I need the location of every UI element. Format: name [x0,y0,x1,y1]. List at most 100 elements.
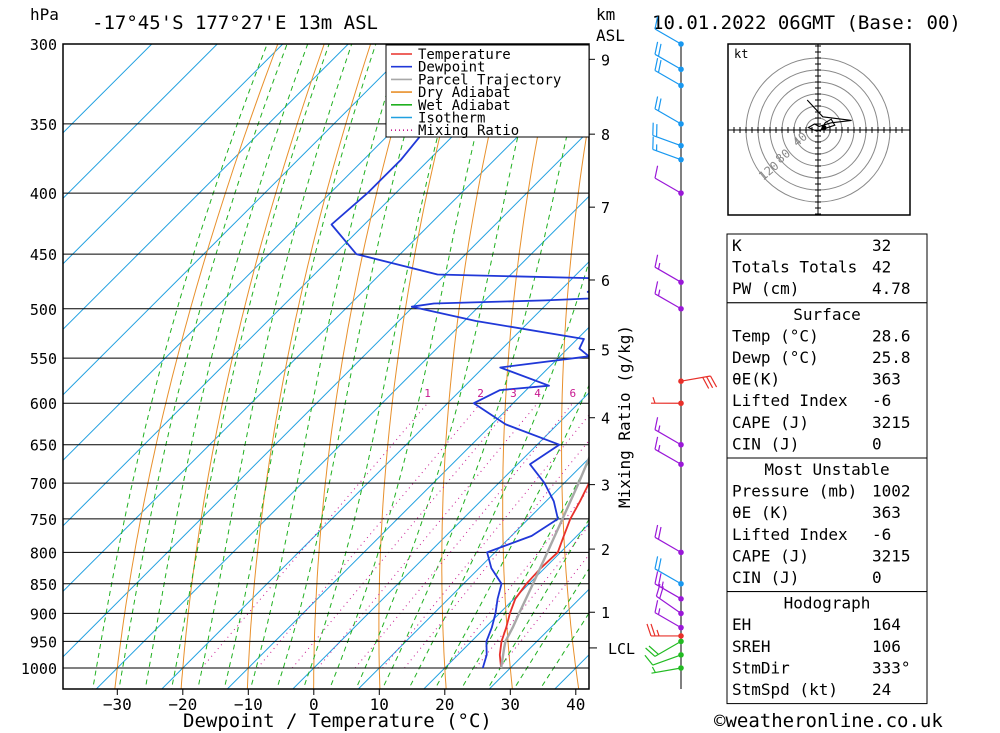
wind-barb [654,41,682,70]
legend-entry: Mixing Ratio [418,123,519,139]
wet-adiabat-line [355,44,540,689]
dry-adiabat-line [313,44,418,689]
isotherm-line [63,44,546,527]
pressure-tick-label: 500 [30,301,57,319]
hodograph-trace [806,99,852,133]
index-label: CAPE (J) [732,413,809,432]
wet-adiabat-line [118,44,288,689]
pressure-tick-label: 550 [30,350,57,368]
wet-adiabat-line [328,44,499,689]
km-tick-label: 8 [601,126,610,144]
plot-frame [62,43,590,690]
hodograph-indices-title: Hodograph [784,594,871,613]
mixing-ratio-line [382,414,589,669]
index-value: 32 [872,236,891,255]
mixing-ratio-label: 4 [534,387,541,400]
index-label: PW (cm) [732,279,799,298]
km-tick-label: 3 [601,477,610,495]
km-tick-label: 2 [601,541,610,559]
mixing-ratio-label: 2 [477,387,484,400]
isotherm-lines [63,44,589,689]
wind-barb [654,96,682,125]
pressure-tick-label: 750 [30,511,57,529]
wind-barb [654,524,682,553]
temperature-tick-label: 20 [435,695,454,714]
index-value: 0 [872,434,882,453]
wind-barb [650,397,682,404]
dry-adiabat-line [560,117,589,689]
km-label: km [596,5,615,24]
isotherm-line [63,130,589,658]
dry-adiabat-line [114,44,279,689]
wet-adiabat-line [408,259,589,689]
dry-adiabat-line [674,26,712,693]
index-label: Pressure (mb) [732,482,857,501]
wind-barb [654,556,682,585]
index-label: Totals Totals [732,258,857,277]
km-tick-label: 6 [601,272,610,290]
index-value: 1002 [872,482,911,501]
index-label: CIN (J) [732,434,799,453]
isotherm-line [63,64,589,593]
wind-barb [651,666,682,674]
wind-barb [654,165,682,194]
pressure-tick-label: 700 [30,475,57,493]
isotherm-line [63,44,153,134]
wind-barbs [644,16,718,674]
temperature-tick-label: −20 [168,695,197,714]
km-tick-label: 7 [601,199,610,217]
wind-barb [654,254,682,283]
sounding-series [330,44,589,669]
isotherm-line [63,44,284,265]
wet-adiabat-line [197,44,353,689]
km-tick-label: 1 [601,604,610,622]
general-indices-box [726,233,928,304]
index-label: K [732,236,742,255]
pressure-tick-label: 300 [30,36,57,54]
temperature-tick-label: 40 [566,695,585,714]
index-label: Lifted Index [732,525,848,544]
index-label: θE(K) [732,370,780,389]
index-label: Dewp (°C) [732,348,819,367]
hodograph-indices-box [726,591,928,705]
asl-label: ASL [596,26,625,45]
index-value: 363 [872,503,901,522]
wind-barb [654,16,682,45]
isotherm-line [161,261,589,689]
dry-adiabat-lines [114,26,712,693]
wind-barb [654,571,682,600]
wind-barb [644,654,682,666]
index-label: θE (K) [732,503,790,522]
pressure-tick-label: 600 [30,395,57,413]
wind-barb-dot [678,461,684,468]
wet-adiabat-line [434,384,589,689]
copyright: ©weatheronline.co.uk [714,710,943,732]
temperature-tick-label: 0 [309,695,319,714]
mixing-ratio-lines [201,402,589,669]
datetime-title: 10.01.2022 06GMT (Base: 00) [652,12,961,34]
index-label: CAPE (J) [732,546,809,565]
series-parcel-trajectory [499,455,589,669]
isotherm-line [63,44,219,200]
wet-adiabat-lines [92,44,589,689]
mixing-ratio-line [291,402,514,669]
wind-barb [652,136,682,161]
mixing-ratio-line [201,402,428,669]
wind-barb [654,57,682,87]
series-temperature [498,481,589,669]
index-value: 106 [872,637,901,656]
legend-entry: Wet Adiabat [418,98,511,114]
isotherm-line [95,195,589,689]
wind-barb [646,623,682,637]
pressure-tick-label: 350 [30,116,57,134]
mixing-ratio-label: 3 [510,387,517,400]
index-label: CIN (J) [732,568,799,587]
index-value: 0 [872,568,882,587]
pressure-tick-label: 850 [30,576,57,594]
isotherm-line [63,44,415,396]
index-value: 3215 [872,546,911,565]
temperature-tick-label: −10 [234,695,263,714]
legend-entry: Parcel Trajectory [418,72,561,88]
legend-box [385,44,590,138]
index-value: 164 [872,615,901,634]
